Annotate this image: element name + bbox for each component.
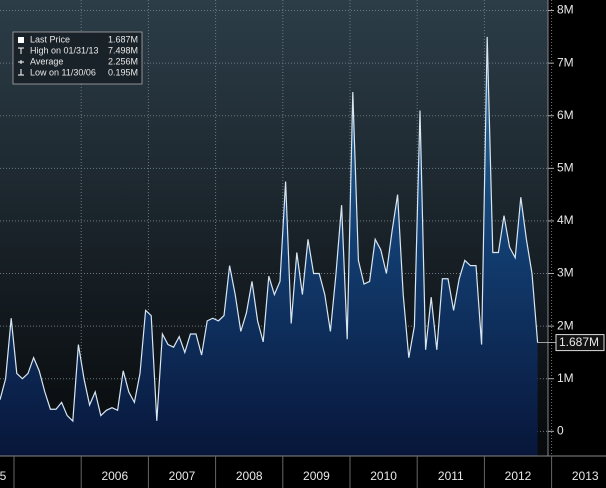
y-tick-label: 5M	[557, 160, 574, 174]
x-tick-label: 2012	[505, 469, 532, 483]
legend-value: 0.195M	[108, 67, 138, 77]
legend-symbol	[18, 60, 24, 64]
legend-symbol	[18, 69, 24, 76]
legend-label: Average	[30, 56, 63, 66]
x-tick-label: 2009	[303, 469, 330, 483]
x-tick-label: 2011	[438, 469, 464, 483]
price-line	[0, 36, 539, 423]
legend-symbol	[18, 47, 24, 54]
legend-label: High on 01/31/13	[30, 45, 99, 55]
y-tick-label: 4M	[557, 213, 574, 227]
x-tick-label: 2013	[572, 469, 599, 483]
y-tick-label: 8M	[557, 3, 574, 17]
x-tick-label: 2006	[101, 469, 128, 483]
legend-value: 7.498M	[108, 45, 138, 55]
legend-box	[12, 31, 143, 85]
y-tick-label: 2M	[557, 318, 574, 332]
y-tick-label: 6M	[557, 108, 574, 122]
x-tick-label: 2007	[169, 469, 196, 483]
legend-label: Low on 11/30/06	[30, 67, 96, 77]
y-tick-label: 1M	[557, 371, 574, 385]
x-tick-label: 2010	[370, 469, 397, 483]
y-tick-label: 7M	[557, 55, 574, 69]
legend-label: Last Price	[30, 34, 70, 44]
legend-value: 1.687M	[108, 34, 138, 44]
legend-value: 2.256M	[108, 56, 138, 66]
legend-symbol	[18, 37, 24, 43]
x-tick-label: 2008	[236, 469, 263, 483]
area-fill	[0, 36, 538, 456]
legend: Last Price 1.687M High on 01/31/13 7.498M Av…	[12, 31, 143, 85]
y-tick-label: 3M	[557, 266, 574, 280]
x-tick-label: 5	[0, 469, 7, 483]
last-value-box	[555, 334, 605, 352]
y-tick-label: 0	[557, 424, 564, 438]
last-value-label: 1.687M	[559, 335, 599, 349]
